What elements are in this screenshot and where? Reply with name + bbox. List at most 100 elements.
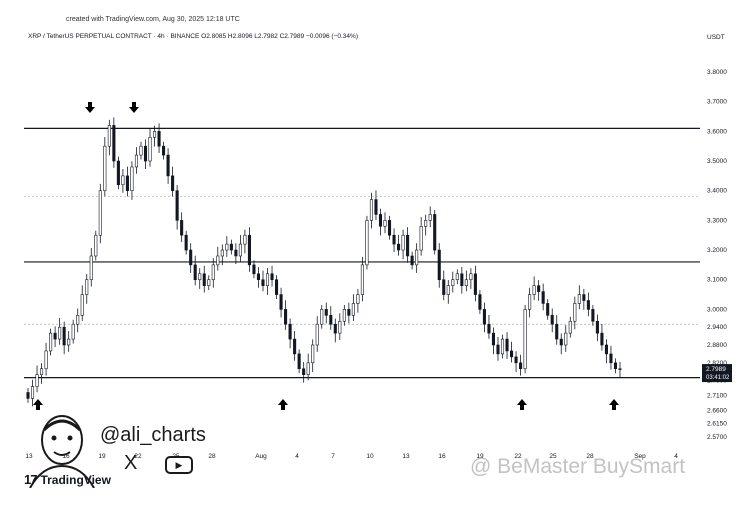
y-tick-label: 3.5000 [707, 158, 727, 165]
candle-body [89, 255, 93, 281]
candle-body [324, 309, 328, 316]
candles [26, 117, 622, 407]
arrow-up-marker [33, 399, 43, 410]
candle-body [247, 234, 251, 266]
candle-body [514, 356, 518, 364]
arrow-down-marker [85, 102, 95, 113]
horizontal-levels [24, 127, 700, 379]
candle-body [256, 273, 261, 281]
x-tick-label: 28 [586, 453, 594, 460]
candle-body [600, 332, 604, 346]
candle-body [342, 309, 346, 322]
candle-body [595, 320, 599, 334]
created-note: created with TradingView.com, Aug 30, 20… [66, 16, 240, 23]
x-tick-label: 13 [402, 453, 410, 460]
candle-body [532, 285, 536, 295]
candle-body [564, 332, 568, 346]
candle-body [573, 303, 577, 322]
x-tick-label: 10 [366, 453, 374, 460]
candle-body [482, 309, 486, 325]
candle-body [198, 273, 202, 281]
candle-body [121, 175, 125, 186]
y-tick-label: 3.8000 [707, 69, 727, 76]
candle-body [148, 136, 152, 162]
candle-body [180, 220, 184, 236]
candle-body [116, 160, 120, 186]
candle-body [356, 294, 360, 304]
candle-body [62, 326, 66, 346]
candle-body [419, 226, 423, 251]
candle-body [35, 374, 39, 387]
candle-body [550, 315, 554, 325]
candle-body [94, 234, 98, 257]
candle-body [270, 273, 274, 281]
tradingview-mark: 17 [24, 472, 38, 487]
candle-body [211, 264, 215, 281]
candle-body [568, 320, 572, 334]
x-tick-label: 16 [438, 453, 446, 460]
avatar [29, 415, 95, 488]
price-axis: 3.8000 3.7000 3.6000 3.5000 3.4000 3.3000 3.20… [702, 69, 732, 441]
candle-body [378, 214, 383, 227]
candle-body [582, 294, 586, 301]
y-tick-label: 3.0000 [707, 306, 727, 313]
candle-body [171, 175, 175, 191]
y-tick-label: 2.6150 [707, 421, 727, 428]
candle-body [261, 279, 265, 286]
candle-body [130, 166, 134, 191]
candle-body [207, 279, 211, 286]
author-handle: @ali_charts [100, 424, 206, 446]
x-tick-label: 25 [549, 453, 557, 460]
candle-body [338, 320, 342, 334]
candle-body [166, 154, 170, 177]
candle-body [85, 279, 89, 295]
youtube-icon: ▶ [165, 456, 193, 474]
x-logo-icon: X [124, 452, 138, 474]
arrow-up-marker [278, 399, 288, 410]
candle-body [265, 273, 270, 286]
candle-body [234, 249, 238, 257]
candle-body [216, 255, 220, 266]
candle-body [229, 243, 233, 251]
candle-body [162, 145, 166, 156]
y-tick-label: 2.5700 [707, 434, 727, 441]
currency-label: USDT [707, 34, 725, 41]
candle-body [80, 294, 84, 316]
x-tick-label: 19 [476, 453, 484, 460]
candle-body [586, 300, 590, 310]
countdown-label: 03:41:02 [706, 375, 730, 381]
candle-body [604, 344, 608, 355]
x-tick-label: 22 [134, 453, 142, 460]
arrow-up-marker [517, 399, 527, 410]
y-tick-label: 2.9400 [707, 324, 727, 331]
candle-body [455, 273, 459, 281]
candle-body [523, 309, 527, 370]
candle-body [555, 323, 559, 340]
candle-body [451, 279, 455, 286]
candle-body [577, 294, 581, 304]
candle-body [193, 264, 197, 281]
x-tick-label: Aug [255, 453, 267, 460]
candle-body [469, 273, 473, 281]
candle-body [541, 291, 545, 304]
candle-body [528, 294, 532, 310]
candle-body [401, 234, 405, 251]
candle-body [44, 350, 48, 370]
candle-body [134, 154, 139, 168]
candle-body [392, 234, 396, 245]
candle-body [487, 323, 491, 334]
candle-body [428, 214, 432, 221]
candle-body [107, 125, 111, 147]
candle-body [406, 234, 410, 257]
candle-body [320, 309, 324, 325]
candle-body [202, 273, 206, 286]
candle-body [58, 326, 62, 340]
candle-body [238, 243, 242, 257]
candle-body [252, 264, 256, 275]
candle-body [618, 368, 622, 370]
candle-body [288, 323, 292, 340]
candle-body [347, 309, 351, 316]
y-tick-label: 3.3000 [707, 217, 727, 224]
last-price-box [702, 364, 732, 383]
